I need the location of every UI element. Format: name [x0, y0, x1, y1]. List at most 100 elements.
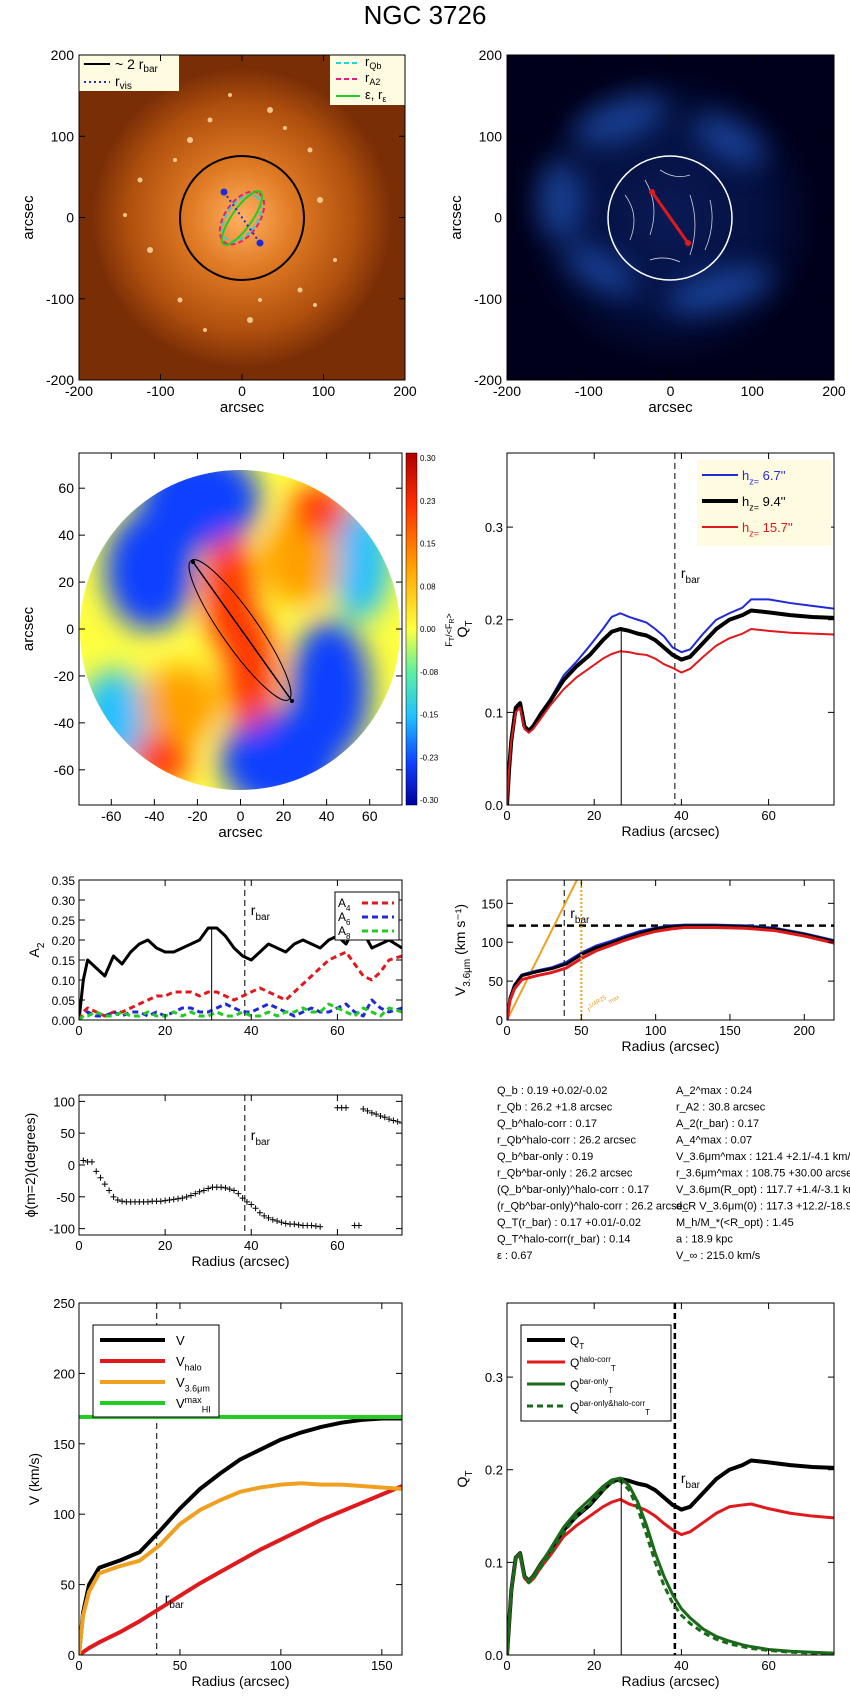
y-tick-label: 150 — [53, 1437, 75, 1452]
series-line — [507, 628, 834, 805]
y-tick-label: 0.00 — [52, 1014, 76, 1028]
bar-end-marker — [685, 240, 691, 246]
panel-residual-image: -200 -100 0 100 200 -200 -100 0 100 200 arcsec arcs… — [448, 47, 846, 416]
y-tick-label: 0 — [66, 621, 74, 637]
colorbar-tick-label: -0.08 — [420, 668, 439, 677]
data-point — [394, 1118, 401, 1125]
bar-line — [192, 561, 293, 702]
series-line — [507, 608, 834, 805]
colorbar-tick-label: -0.30 — [420, 796, 439, 805]
y-tick-label: -60 — [54, 762, 74, 778]
y-axis-label: V3.6μm (km s⁻¹) — [452, 904, 473, 996]
y-tick-label: 100 — [53, 1094, 75, 1109]
parameter-left: (Q_b^bar-only)^halo-corr : 0.17 — [497, 1184, 649, 1196]
y-tick-label: 0.1 — [485, 705, 503, 720]
data-point — [373, 1111, 380, 1118]
legend-label: Qbar-only&halo-corrT — [570, 1399, 650, 1417]
legend-label: A4 — [338, 896, 351, 913]
data-point — [97, 1174, 104, 1181]
data-point — [183, 1193, 190, 1200]
x-tick-label: -100 — [146, 383, 174, 399]
y-tick-label: 100 — [481, 935, 503, 950]
x-axis-label: Radius (arcsec) — [621, 1673, 719, 1689]
parameter-table: Q_b : 0.19 +0.02/-0.02 r_Qb : 26.2 +1.8 a… — [497, 1085, 850, 1262]
data-point — [110, 1193, 117, 1200]
y-tick-label: 0.1 — [485, 1555, 503, 1570]
y-tick-label: 150 — [481, 896, 503, 911]
legend-label: hz= 9.4'' — [742, 494, 786, 513]
series-line — [79, 998, 402, 1020]
x-axis-label: Radius (arcsec) — [621, 823, 719, 839]
legend-right-label: ε, rε — [365, 87, 386, 104]
y-axis-label: arcsec — [20, 195, 37, 240]
series-line — [507, 925, 834, 1020]
parameter-left: r_Qb^halo-corr : 26.2 arcsec — [497, 1135, 637, 1147]
x-tick-label: 100 — [741, 383, 765, 399]
y-tick-label: 0.20 — [52, 934, 76, 948]
data-point — [312, 1223, 319, 1230]
bar-end-marker — [649, 189, 655, 195]
x-tick-label: 60 — [761, 1658, 775, 1673]
y-tick-label: -40 — [54, 715, 74, 731]
parameter-right: V_3.6μm(R_opt) : 117.7 +1.4/-3.1 km/s — [676, 1184, 850, 1196]
data-point — [166, 1197, 173, 1203]
series-line — [507, 598, 834, 805]
parameter-right: M_h/M_*(<R_opt) : 1.45 — [676, 1217, 794, 1229]
x-tick-label: 50 — [173, 1658, 187, 1673]
data-point — [364, 1107, 371, 1114]
data-point — [88, 1158, 95, 1165]
parameter-right: r_3.6μm^max : 108.75 +30.00 arcsec — [676, 1168, 850, 1180]
page-title: NGC 3726 — [364, 0, 487, 30]
x-tick-label: 150 — [719, 1023, 741, 1038]
data-point — [170, 1196, 177, 1203]
epsilon-ellipse — [220, 190, 264, 246]
parameter-left: r_Qb : 26.2 +1.8 arcsec — [497, 1102, 613, 1114]
y-tick-label: -100 — [46, 291, 74, 307]
rbar-label: rbar — [681, 565, 701, 586]
series-line — [79, 950, 402, 1020]
data-point — [291, 1221, 298, 1228]
data-point — [157, 1198, 164, 1205]
rbar-label: rbar — [165, 1590, 185, 1611]
legend-left-bg — [79, 55, 179, 91]
data-point — [218, 1184, 225, 1191]
data-point — [179, 1195, 186, 1202]
bar-end-marker — [256, 239, 264, 247]
data-point — [377, 1113, 384, 1119]
colorbar-tick-label: 0.08 — [420, 582, 436, 591]
y-tick-label: -20 — [54, 668, 74, 684]
x-tick-label: 20 — [158, 1238, 172, 1253]
data-point — [390, 1117, 397, 1124]
parameter-right: a : 18.9 kpc — [676, 1234, 733, 1246]
data-point — [381, 1114, 388, 1121]
x-axis-label: Radius (arcsec) — [621, 1038, 719, 1054]
legend-label: Vhalo — [176, 1354, 202, 1373]
y-axis-label: V (km/s) — [26, 1453, 42, 1505]
parameter-left: (r_Qb^bar-only)^halo-corr : 26.2 arcsec — [497, 1201, 689, 1213]
x-tick-label: 20 — [587, 808, 601, 823]
parameter-right: A_2^max : 0.24 — [676, 1085, 752, 1097]
rbar-label: rbar — [251, 902, 271, 923]
contours — [624, 169, 713, 263]
data-point — [295, 1221, 302, 1228]
x-tick-label: 60 — [330, 1238, 344, 1253]
data-point — [399, 1120, 402, 1126]
x-tick-label: -40 — [144, 808, 164, 824]
y-tick-label: -50 — [56, 1190, 75, 1205]
y-tick-label: 100 — [479, 128, 503, 144]
series-line — [79, 1416, 402, 1655]
x-tick-label: 40 — [674, 1658, 688, 1673]
legend-label: A6 — [338, 910, 351, 927]
parameter-left: Q_b^bar-only : 0.19 — [497, 1151, 593, 1163]
y-tick-label: 0 — [494, 210, 502, 226]
legend-label: VmaxHI — [176, 1395, 211, 1415]
x-tick-label: -100 — [575, 383, 603, 399]
data-point — [386, 1116, 393, 1123]
x-tick-label: 20 — [587, 1658, 601, 1673]
plot-frame — [78, 1094, 403, 1236]
y-tick-label: 0.25 — [52, 914, 76, 928]
plot-frame — [506, 452, 835, 806]
data-point — [175, 1195, 182, 1202]
y-axis-label: arcsec — [20, 606, 37, 651]
